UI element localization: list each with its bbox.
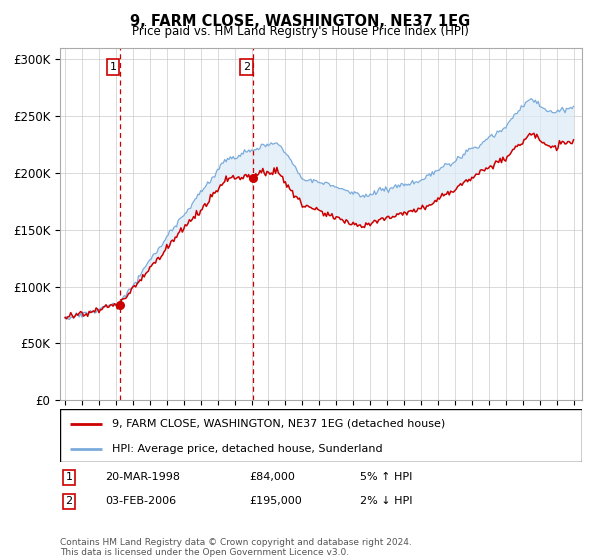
Text: 20-MAR-1998: 20-MAR-1998 [105, 472, 180, 482]
Text: £84,000: £84,000 [249, 472, 295, 482]
Text: 1: 1 [65, 472, 73, 482]
Text: 2: 2 [242, 62, 250, 72]
Text: HPI: Average price, detached house, Sunderland: HPI: Average price, detached house, Sund… [112, 444, 383, 454]
Text: 5% ↑ HPI: 5% ↑ HPI [360, 472, 412, 482]
Text: 2: 2 [65, 496, 73, 506]
Text: 03-FEB-2006: 03-FEB-2006 [105, 496, 176, 506]
Text: 2% ↓ HPI: 2% ↓ HPI [360, 496, 413, 506]
Text: Contains HM Land Registry data © Crown copyright and database right 2024.
This d: Contains HM Land Registry data © Crown c… [60, 538, 412, 557]
Text: Price paid vs. HM Land Registry's House Price Index (HPI): Price paid vs. HM Land Registry's House … [131, 25, 469, 38]
Text: 1: 1 [109, 62, 116, 72]
Text: £195,000: £195,000 [249, 496, 302, 506]
Text: 9, FARM CLOSE, WASHINGTON, NE37 1EG (detached house): 9, FARM CLOSE, WASHINGTON, NE37 1EG (det… [112, 419, 445, 429]
Text: 9, FARM CLOSE, WASHINGTON, NE37 1EG: 9, FARM CLOSE, WASHINGTON, NE37 1EG [130, 14, 470, 29]
